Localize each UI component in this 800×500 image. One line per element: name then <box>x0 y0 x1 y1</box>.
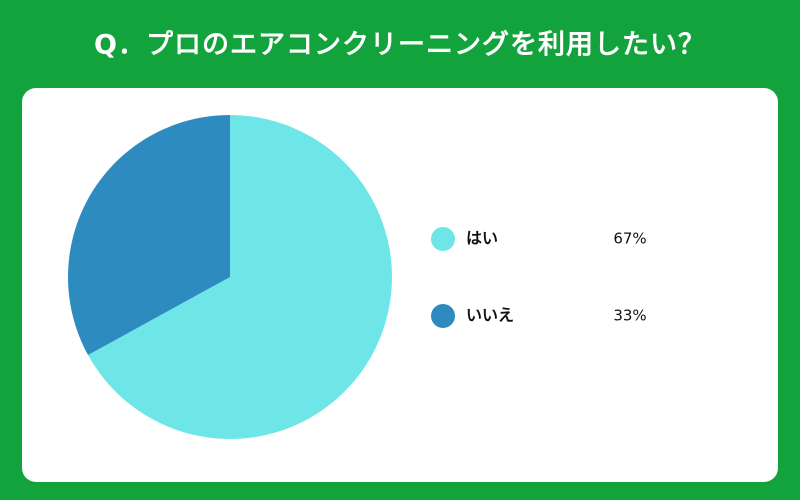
legend-swatch <box>431 227 455 251</box>
legend-label: いいえ <box>466 306 514 325</box>
legend-label: はい <box>466 229 498 248</box>
pie-slice <box>67 115 231 356</box>
pie-slice <box>88 115 392 440</box>
legend-swatch <box>431 304 455 328</box>
chart-title: Q．プロのエアコンクリーニングを利用したい？ <box>94 29 706 61</box>
value-label: 33% <box>613 307 646 325</box>
value-label: 67% <box>613 230 646 248</box>
